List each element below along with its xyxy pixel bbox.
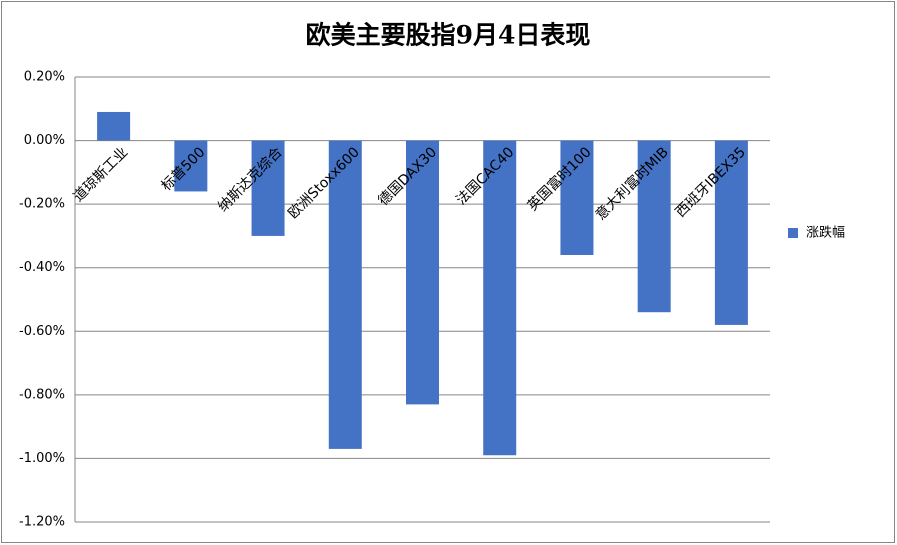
bar [560,140,594,255]
bar [251,140,285,236]
y-tick-label: 0.20% [24,70,65,85]
legend-label: 涨跌幅 [806,225,845,241]
bar [483,140,517,456]
y-tick-label: -0.80% [19,387,65,402]
bar [328,140,362,449]
chart-title: 欧美主要股指9月4日表现 [306,21,591,50]
bar [174,140,208,192]
bar [97,111,131,141]
legend-swatch [788,228,798,238]
y-tick-label: -0.60% [19,324,65,339]
bar [637,140,671,313]
y-tick-label: 0.00% [24,133,65,148]
y-tick-label: -0.20% [19,197,65,212]
y-tick-label: -0.40% [19,260,65,275]
y-tick-label: -1.20% [19,515,65,530]
bar [714,140,748,325]
y-tick-label: -1.00% [19,451,65,466]
bar [406,140,439,405]
